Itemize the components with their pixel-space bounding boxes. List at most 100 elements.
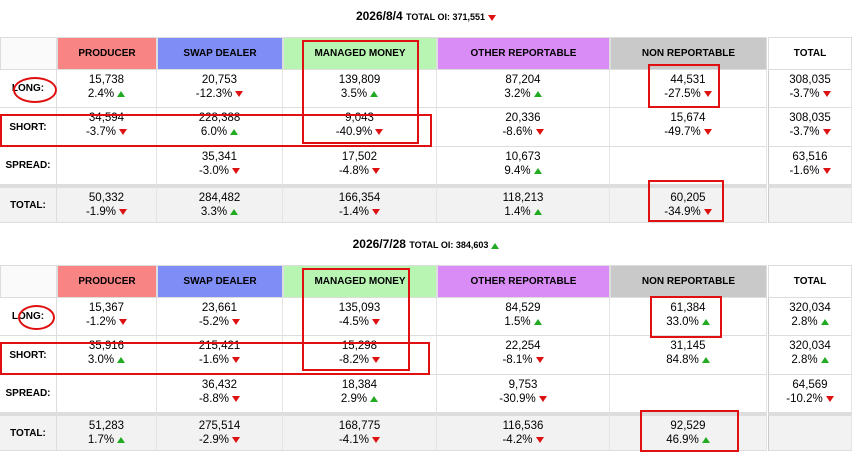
change: 46.9% [666, 434, 699, 446]
value: 166,354 [338, 192, 381, 204]
column-header: SWAP DEALER [157, 265, 283, 298]
data-cell: 15,298 -8.2% [283, 336, 437, 375]
data-cell: 87,204 3.2% [437, 70, 610, 108]
up-arrow [533, 167, 542, 174]
column-header: PRODUCER [57, 37, 157, 70]
value: 9,043 [345, 112, 374, 124]
data-cell: 84,529 1.5% [437, 298, 610, 336]
change: -1.4% [338, 206, 370, 218]
data-cell: 18,384 2.9% [283, 375, 437, 413]
column-header: OTHER REPORTABLE [437, 265, 610, 298]
header-blank [0, 265, 57, 298]
down-arrow [372, 356, 381, 363]
change: -27.5% [664, 88, 701, 100]
row-label: SHORT: [0, 336, 57, 375]
column-name: PRODUCER [78, 48, 136, 59]
change: -2.9% [198, 434, 230, 446]
column-header: PRODUCER [57, 265, 157, 298]
value: 308,035 [789, 112, 831, 124]
change: -8.2% [338, 354, 370, 366]
value: 228,388 [198, 112, 241, 124]
data-cell: 22,254 -8.1% [437, 336, 610, 375]
value: 308,035 [789, 74, 831, 86]
section-title: 2026/8/4 TOTAL OI: 371,551 [0, 9, 852, 27]
change: 3.2% [504, 88, 531, 100]
down-arrow [822, 128, 831, 135]
column-header: MANAGED MONEY [283, 265, 437, 298]
up-arrow [533, 208, 542, 215]
value: 15,674 [670, 112, 706, 124]
data-cell: 60,205 -34.9% [610, 185, 767, 223]
down-arrow [232, 436, 241, 443]
data-cell: 9,753 -30.9% [437, 375, 610, 413]
header-blank [0, 37, 57, 70]
value: 139,809 [338, 74, 381, 86]
down-arrow [119, 318, 128, 325]
column-name: SWAP DEALER [183, 276, 257, 287]
data-cell: 50,332 -1.9% [57, 185, 157, 223]
down-arrow [372, 208, 381, 215]
up-arrow [820, 318, 829, 325]
change: -49.7% [664, 126, 701, 138]
down-arrow [535, 356, 544, 363]
down-arrow [232, 395, 241, 402]
down-arrow [703, 90, 712, 97]
row-label: TOTAL: [0, 185, 57, 223]
value: 61,384 [670, 302, 706, 314]
column-header: TOTAL [768, 37, 852, 70]
row-label-text: LONG: [11, 83, 45, 94]
change: 6.0% [200, 126, 228, 138]
change: 84.8% [666, 354, 699, 366]
row-label: TOTAL: [0, 413, 57, 451]
column-header: TOTAL [768, 265, 852, 298]
up-arrow [117, 436, 126, 443]
change: -40.9% [335, 126, 373, 138]
data-cell: 15,738 2.4% [57, 70, 157, 108]
up-arrow [533, 318, 542, 325]
value: 34,594 [88, 112, 125, 124]
data-cell: 116,536 -4.2% [437, 413, 610, 451]
change: -12.3% [195, 88, 233, 100]
row-label-text: SHORT: [9, 349, 47, 361]
data-cell: 35,341 -3.0% [157, 147, 283, 185]
data-cell: 166,354 -1.4% [283, 185, 437, 223]
down-arrow [825, 395, 834, 402]
column-header: OTHER REPORTABLE [437, 37, 610, 70]
value: 9,753 [508, 379, 538, 391]
up-arrow [533, 90, 542, 97]
data-cell: 10,673 9.4% [437, 147, 610, 185]
value: 36,432 [201, 379, 238, 391]
data-cell: 215,421 -1.6% [157, 336, 283, 375]
down-arrow [822, 90, 831, 97]
data-cell: 17,502 -4.8% [283, 147, 437, 185]
data-cell [768, 185, 852, 223]
column-header: SWAP DEALER [157, 37, 283, 70]
down-arrow [372, 167, 381, 174]
value: 84,529 [505, 302, 541, 314]
up-arrow [230, 208, 239, 215]
change: 9.4% [504, 165, 531, 177]
change: 1.4% [504, 206, 531, 218]
data-cell: 308,035 -3.7% [768, 108, 852, 147]
data-cell: 275,514 -2.9% [157, 413, 283, 451]
up-arrow [117, 356, 126, 363]
data-cell: 118,213 1.4% [437, 185, 610, 223]
date: 2026/8/4 [355, 9, 403, 23]
value: 35,916 [88, 340, 125, 352]
change: -8.1% [502, 354, 533, 366]
row-label-text: SPREAD: [5, 388, 51, 399]
data-cell: 135,093 -4.5% [283, 298, 437, 336]
value: 320,034 [789, 340, 831, 352]
value: 15,367 [88, 302, 125, 314]
oi-label: TOTAL OI: [409, 240, 454, 250]
up-arrow [701, 356, 710, 363]
up-arrow [491, 242, 500, 249]
value: 87,204 [505, 74, 541, 86]
value: 135,093 [338, 302, 381, 314]
change: -3.0% [198, 165, 230, 177]
data-cell: 35,916 3.0% [57, 336, 157, 375]
down-arrow [375, 128, 384, 135]
value: 22,254 [505, 340, 541, 352]
change: -1.2% [85, 316, 117, 328]
